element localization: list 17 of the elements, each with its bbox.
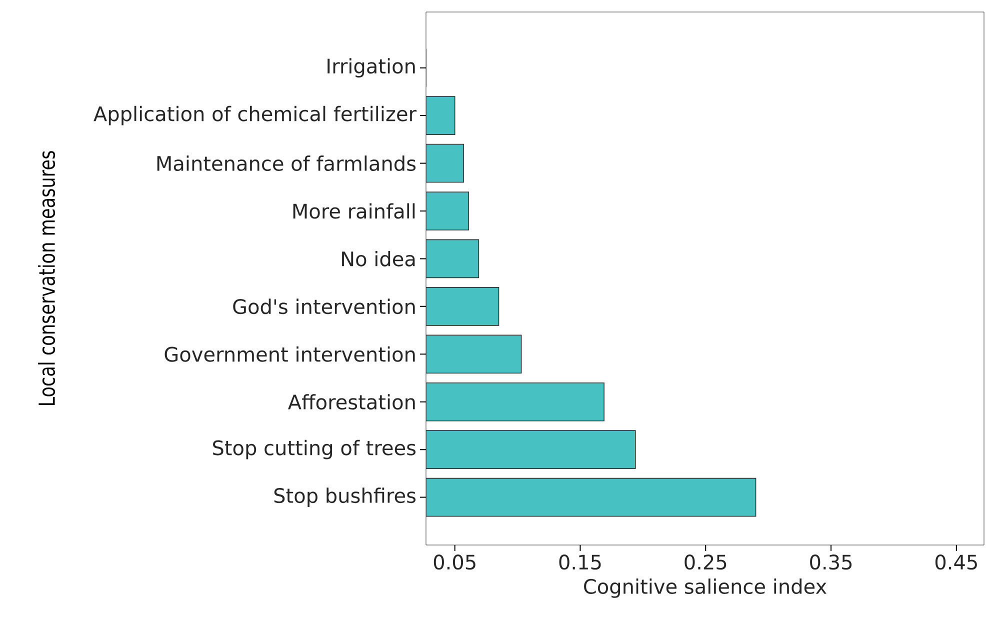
y-tick-label: God's intervention [233,298,415,314]
x-tick-label: 0.45 [935,554,977,570]
y-tick-label: Government intervention [164,346,415,362]
y-tick-label: Application of chemical fertilizer [94,106,416,126]
y-tick-label: Stop cutting of trees [213,440,416,460]
y-tick-label: Maintenance of farmlands [157,156,416,172]
x-tick-label: 0.15 [559,554,601,570]
x-tick-label: 0.25 [684,554,726,570]
y-tick-label: No idea [342,250,415,266]
y-tick-label: Irrigation [328,58,415,78]
x-tick-label: 0.05 [434,554,476,570]
y-tick-label: More rainfall [293,203,415,219]
y-axis-title: Local conservation measures [38,151,56,406]
x-tick-label: 0.35 [810,554,852,570]
y-tick-label: Afforestation [288,394,415,410]
y-tick-label: Stop bushfires [274,488,416,507]
x-axis-title: Cognitive salience index [584,578,826,598]
